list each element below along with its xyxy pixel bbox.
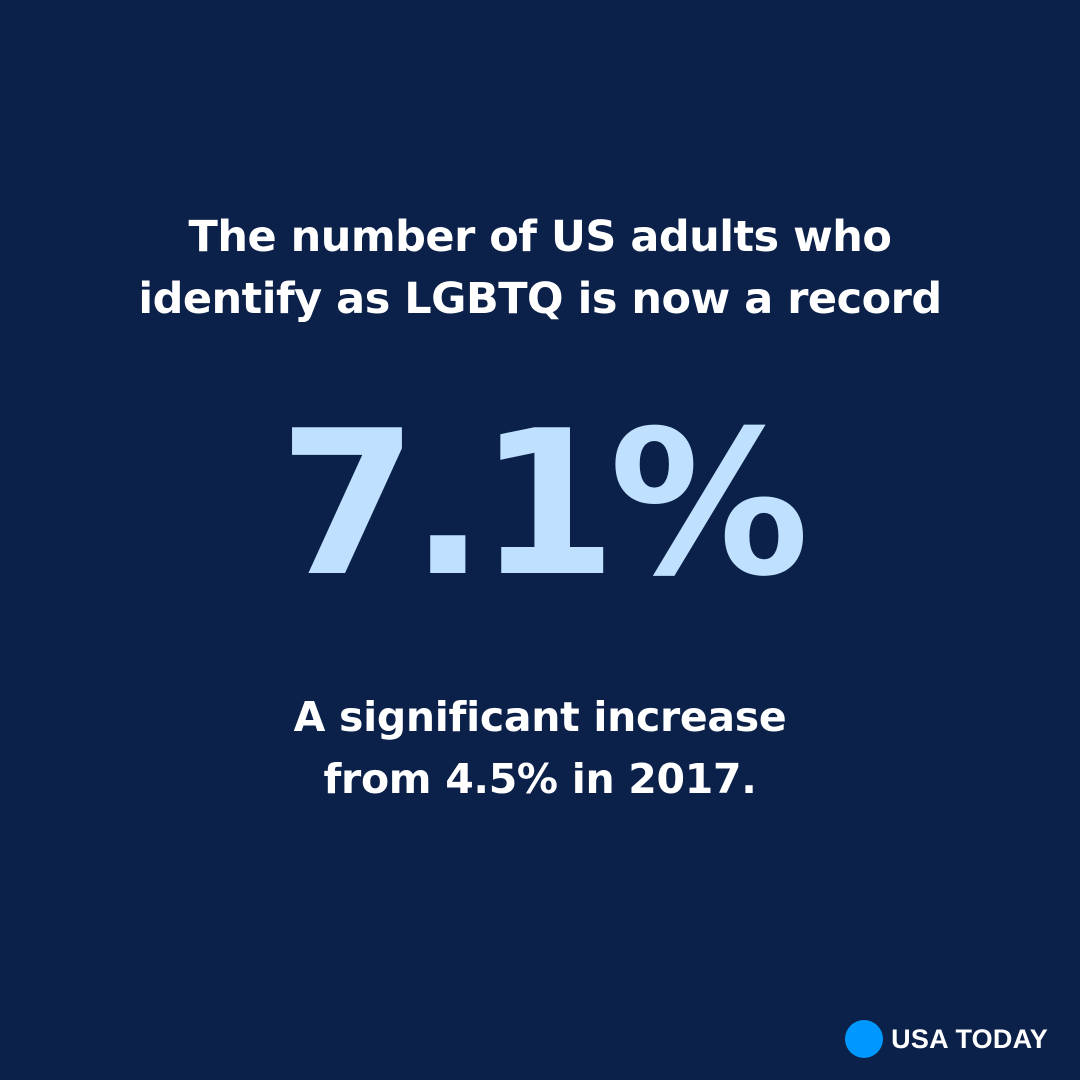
- headline: The number of US adults who identify as …: [60, 206, 1020, 330]
- subline-line-1: A significant increase: [293, 693, 787, 741]
- stat-value: 7.1%: [278, 388, 810, 621]
- usa-today-circle-logo-icon: [845, 1020, 884, 1058]
- headline-line-2: identify as LGBTQ is now a record: [138, 274, 942, 324]
- brand-logo: USA TODAY: [845, 1020, 1048, 1058]
- subline: A significant increase from 4.5% in 2017…: [140, 686, 940, 810]
- subline-line-2: from 4.5% in 2017.: [323, 755, 757, 803]
- headline-line-1: The number of US adults who: [188, 212, 892, 262]
- brand-name: USA TODAY: [891, 1023, 1048, 1054]
